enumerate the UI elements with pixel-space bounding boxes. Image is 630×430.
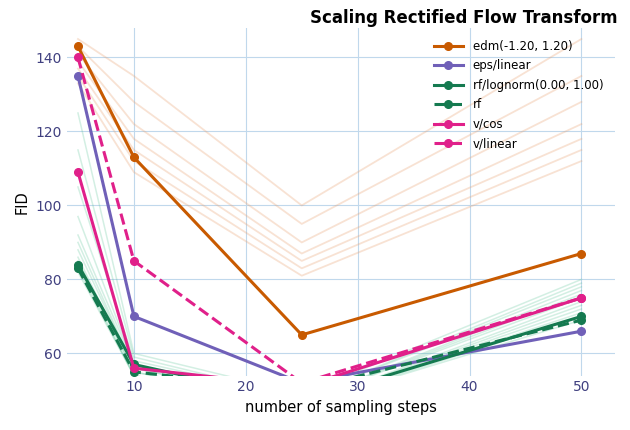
Text: Scaling Rectified Flow Transform: Scaling Rectified Flow Transform <box>310 9 617 27</box>
Legend: edm(-1.20, 1.20), eps/linear, rf/lognorm(0.00, 1.00), rf, v/cos, v/linear: edm(-1.20, 1.20), eps/linear, rf/lognorm… <box>428 34 609 156</box>
X-axis label: number of sampling steps: number of sampling steps <box>245 400 437 415</box>
Y-axis label: FID: FID <box>15 190 30 214</box>
